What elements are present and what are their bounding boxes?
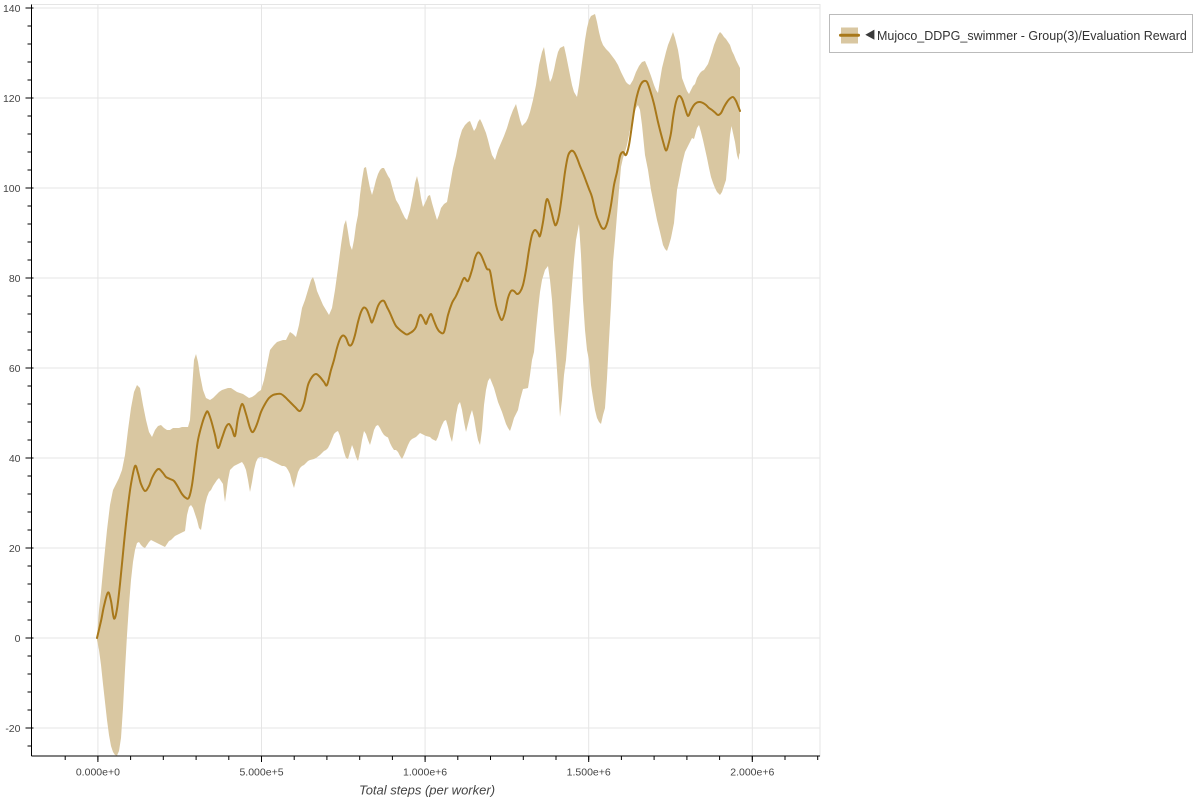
svg-text:0.000e+0: 0.000e+0	[76, 766, 120, 778]
svg-text:80: 80	[9, 273, 21, 285]
svg-text:100: 100	[3, 183, 21, 195]
svg-text:20: 20	[9, 543, 21, 555]
svg-text:140: 140	[3, 3, 21, 15]
svg-text:120: 120	[3, 93, 21, 105]
svg-text:0: 0	[15, 633, 21, 645]
svg-text:2.000e+6: 2.000e+6	[730, 766, 774, 778]
svg-text:Mujoco_DDPG_swimmer - Group(3): Mujoco_DDPG_swimmer - Group(3)/Evaluatio…	[877, 29, 1187, 43]
svg-text:1.000e+6: 1.000e+6	[403, 766, 447, 778]
svg-text:40: 40	[9, 453, 21, 465]
svg-text:60: 60	[9, 363, 21, 375]
svg-text:5.000e+5: 5.000e+5	[239, 766, 283, 778]
svg-text:Total steps (per worker): Total steps (per worker)	[359, 783, 495, 798]
svg-text:1.500e+6: 1.500e+6	[567, 766, 611, 778]
svg-text:-20: -20	[5, 723, 20, 735]
